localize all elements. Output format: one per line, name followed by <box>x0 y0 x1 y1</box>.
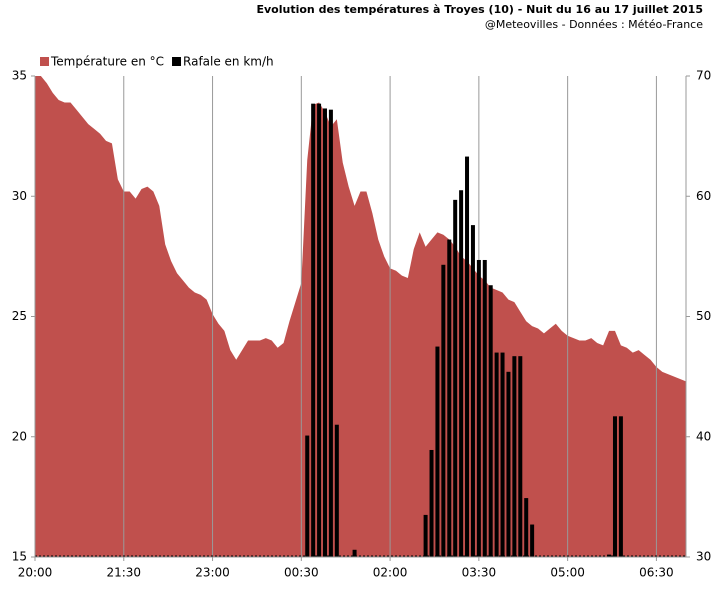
gust-bar <box>500 352 505 557</box>
y-tick-label: 15 <box>12 550 27 564</box>
y-tick-label: 30 <box>12 189 27 203</box>
gust-bar <box>470 225 475 558</box>
y2-tick-label: 30 <box>696 550 711 564</box>
gust-bar <box>494 352 499 557</box>
gust-bar <box>352 549 357 557</box>
legend-label: Rafale en km/h <box>183 55 274 69</box>
y2-tick-label: 50 <box>696 309 711 323</box>
y2-tick-label: 40 <box>696 429 711 443</box>
y-tick-label: 20 <box>12 429 27 443</box>
legend-swatch <box>172 57 182 66</box>
x-tick-label: 06:30 <box>639 566 674 580</box>
gust-bar <box>518 356 523 557</box>
gust-bar <box>506 371 511 557</box>
gust-bar <box>482 259 487 557</box>
legend-swatch <box>40 57 49 66</box>
x-tick-label: 05:00 <box>550 566 585 580</box>
gust-bar <box>488 285 493 557</box>
gust-bar <box>618 416 623 557</box>
y-tick-label: 35 <box>12 69 27 83</box>
temperature-area <box>35 76 686 557</box>
y2-tick-label: 60 <box>696 189 711 203</box>
x-tick-label: 23:00 <box>195 566 230 580</box>
x-tick-label: 00:30 <box>284 566 319 580</box>
chart-title: Evolution des températures à Troyes (10)… <box>256 3 703 16</box>
y2-tick-label: 70 <box>696 69 711 83</box>
gust-bar <box>435 346 440 557</box>
gust-bar <box>305 435 310 557</box>
chart-subtitle: @Meteovilles - Données : Météo-France <box>485 18 703 31</box>
gust-bar <box>311 103 316 557</box>
legend-label: Température en °C <box>50 55 164 69</box>
gust-bar <box>512 356 517 557</box>
gust-bar <box>334 424 339 557</box>
gust-bar <box>524 498 529 557</box>
gust-bar <box>607 554 612 557</box>
gust-bar <box>447 239 452 558</box>
x-tick-label: 21:30 <box>106 566 141 580</box>
gust-bar <box>476 259 481 557</box>
gust-bar <box>612 416 617 557</box>
gust-bar <box>465 156 470 557</box>
gust-bar <box>429 449 434 557</box>
gust-bar <box>322 108 327 557</box>
x-tick-label: 02:00 <box>373 566 408 580</box>
x-tick-label: 20:00 <box>18 566 53 580</box>
gust-bar <box>423 514 428 557</box>
gust-bar <box>441 264 446 557</box>
gust-bar <box>459 190 464 558</box>
gust-bar <box>328 109 333 558</box>
y-tick-label: 25 <box>12 309 27 323</box>
gust-bar <box>453 199 458 558</box>
x-tick-label: 03:30 <box>462 566 497 580</box>
gust-bar <box>530 524 535 557</box>
gust-bar <box>317 103 322 557</box>
